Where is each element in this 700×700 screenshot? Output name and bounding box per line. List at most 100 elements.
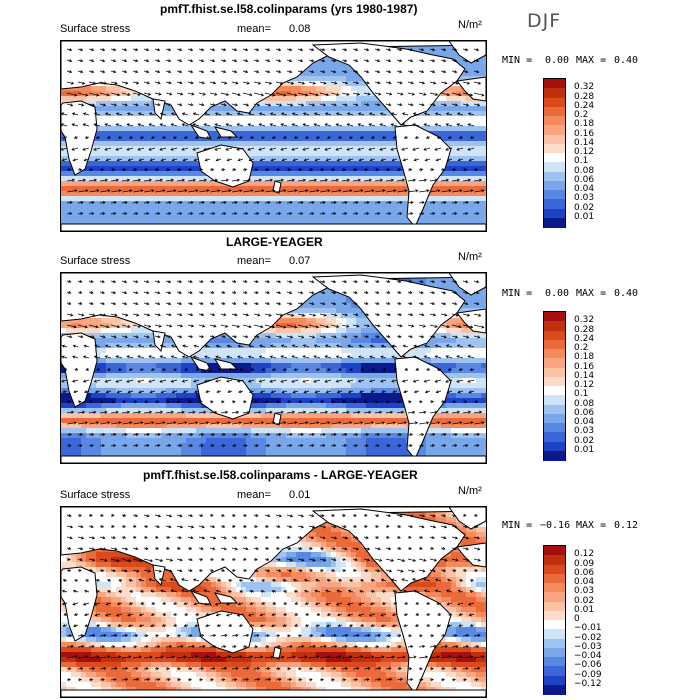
colorbar-cell [544,125,565,136]
colorbar-cell [544,367,565,378]
colorbar-cell [544,583,565,593]
panel-3-mean-value: 0.01 [289,489,311,501]
colorbar-cell [544,180,565,191]
colorbar-level-label: 0.24 [574,333,595,344]
land-mask [61,507,486,697]
colorbar-level-label: 0.2 [574,110,589,120]
season-label: DJF [527,10,562,32]
stress-map [61,273,486,463]
colorbar-cell [544,675,565,686]
colorbar-level-label: −0.09 [574,669,602,680]
colorbar-level-label: 0.02 [574,202,595,213]
colorbar-level-label: 0.28 [574,91,595,102]
stress-map [61,41,486,231]
panel-2-unit: N/m² [458,251,482,263]
panel-2-mean-value: 0.07 [289,255,311,267]
panel-2-max-label: MAX = [576,288,607,299]
colorbar-cell [544,684,565,695]
colorbar-level-label: 0.18 [574,119,595,130]
colorbar-cell [544,573,565,584]
colorbar-cell [544,592,565,603]
colorbar-level-label: 0.06 [574,174,595,185]
colorbar-cell [544,601,565,612]
colorbar-level-label: 0.04 [574,417,595,427]
colorbar-level-label: 0.1 [574,389,589,400]
colorbar-cell [544,450,565,461]
panel-3-map [60,506,487,698]
panel-3-mean-label: mean= [237,489,271,501]
panel-2-mean-label: mean= [237,255,271,267]
colorbar-cell [544,358,565,369]
colorbar-cell [544,376,565,387]
colorbar-cell [544,432,565,443]
colorbar-cell [544,638,565,649]
panel-1-title: pmfT.fhist.se.l58.colinparams (yrs 1980-… [160,2,418,16]
colorbar-cell [544,79,565,89]
colorbar-level-label: 0.08 [574,165,595,176]
panel-1-unit: N/m² [458,19,482,31]
colorbar-cell [544,143,565,154]
panel-1-mean-value: 0.08 [289,23,311,35]
panel-3-colorbar [543,545,566,695]
colorbar-level-label: 0.04 [574,184,595,194]
panel-3-min-value: −0.16 [540,520,571,531]
land-mask [61,273,486,463]
colorbar-level-label: 0.06 [574,407,595,418]
panel-1-colorbar [543,78,566,228]
panel-1-max-value: 0.40 [614,55,639,66]
panel-1-min-value: 0.00 [545,55,570,66]
colorbar-cell [544,386,565,396]
colorbar-cell [544,312,565,322]
colorbar-cell [544,199,565,210]
panel-1-mean-label: mean= [237,23,271,35]
panel-3-max-value: 0.12 [614,520,639,531]
colorbar-level-label: −0.03 [574,641,602,652]
panel-1-max-label: MAX = [576,55,607,66]
colorbar-cell [544,413,565,424]
colorbar-cell [544,97,565,108]
colorbar-level-label: 0.24 [574,100,595,111]
colorbar-level-label: 0.03 [574,586,595,597]
colorbar-cell [544,620,565,630]
panel-1-map [60,40,487,232]
colorbar-cell [544,546,565,556]
colorbar-level-label: 0.32 [574,82,595,93]
panel-2-map [60,272,487,464]
colorbar-level-label: 0.06 [574,567,595,578]
colorbar-cell [544,330,565,341]
panel-2-min-value: 0.00 [545,288,570,299]
colorbar-cell [544,349,565,359]
colorbar-cell [544,339,565,350]
stress-vectors [61,279,485,448]
colorbar-cell [544,610,565,621]
colorbar-level-label: 0.18 [574,352,595,363]
colorbar-level-label: −0.04 [574,651,602,661]
stress-vectors [61,513,485,682]
colorbar-cell [544,217,565,228]
colorbar-level-label: −0.02 [574,632,602,643]
colorbar-level-label: 0.16 [574,361,595,372]
colorbar-level-label: 0.14 [574,137,595,148]
colorbar-level-label: 0.01 [574,604,595,615]
colorbar-cell [544,629,565,640]
colorbar-level-label: 0.04 [574,577,595,587]
panel-3-field-label: Surface stress [60,489,131,501]
panel-3-min-label: MIN = [502,520,533,531]
colorbar-cell [544,647,565,658]
colorbar-level-label: −0.12 [574,678,602,689]
colorbar-cell [544,88,565,99]
colorbar-cell [544,171,565,182]
colorbar-cell [544,321,565,332]
colorbar-level-label: 0 [574,614,580,624]
colorbar-cell [544,564,565,575]
colorbar-level-label: 0.03 [574,426,595,437]
panel-3-max-label: MAX = [576,520,607,531]
colorbar-level-label: 0.03 [574,193,595,204]
colorbar-cell [544,395,565,406]
colorbar-cell [544,555,565,566]
colorbar-cell [544,441,565,452]
colorbar-level-label: 0.14 [574,370,595,381]
panel-2-colorbar [543,311,566,461]
colorbar-cell [544,404,565,415]
colorbar-level-label: 0.12 [574,380,595,390]
